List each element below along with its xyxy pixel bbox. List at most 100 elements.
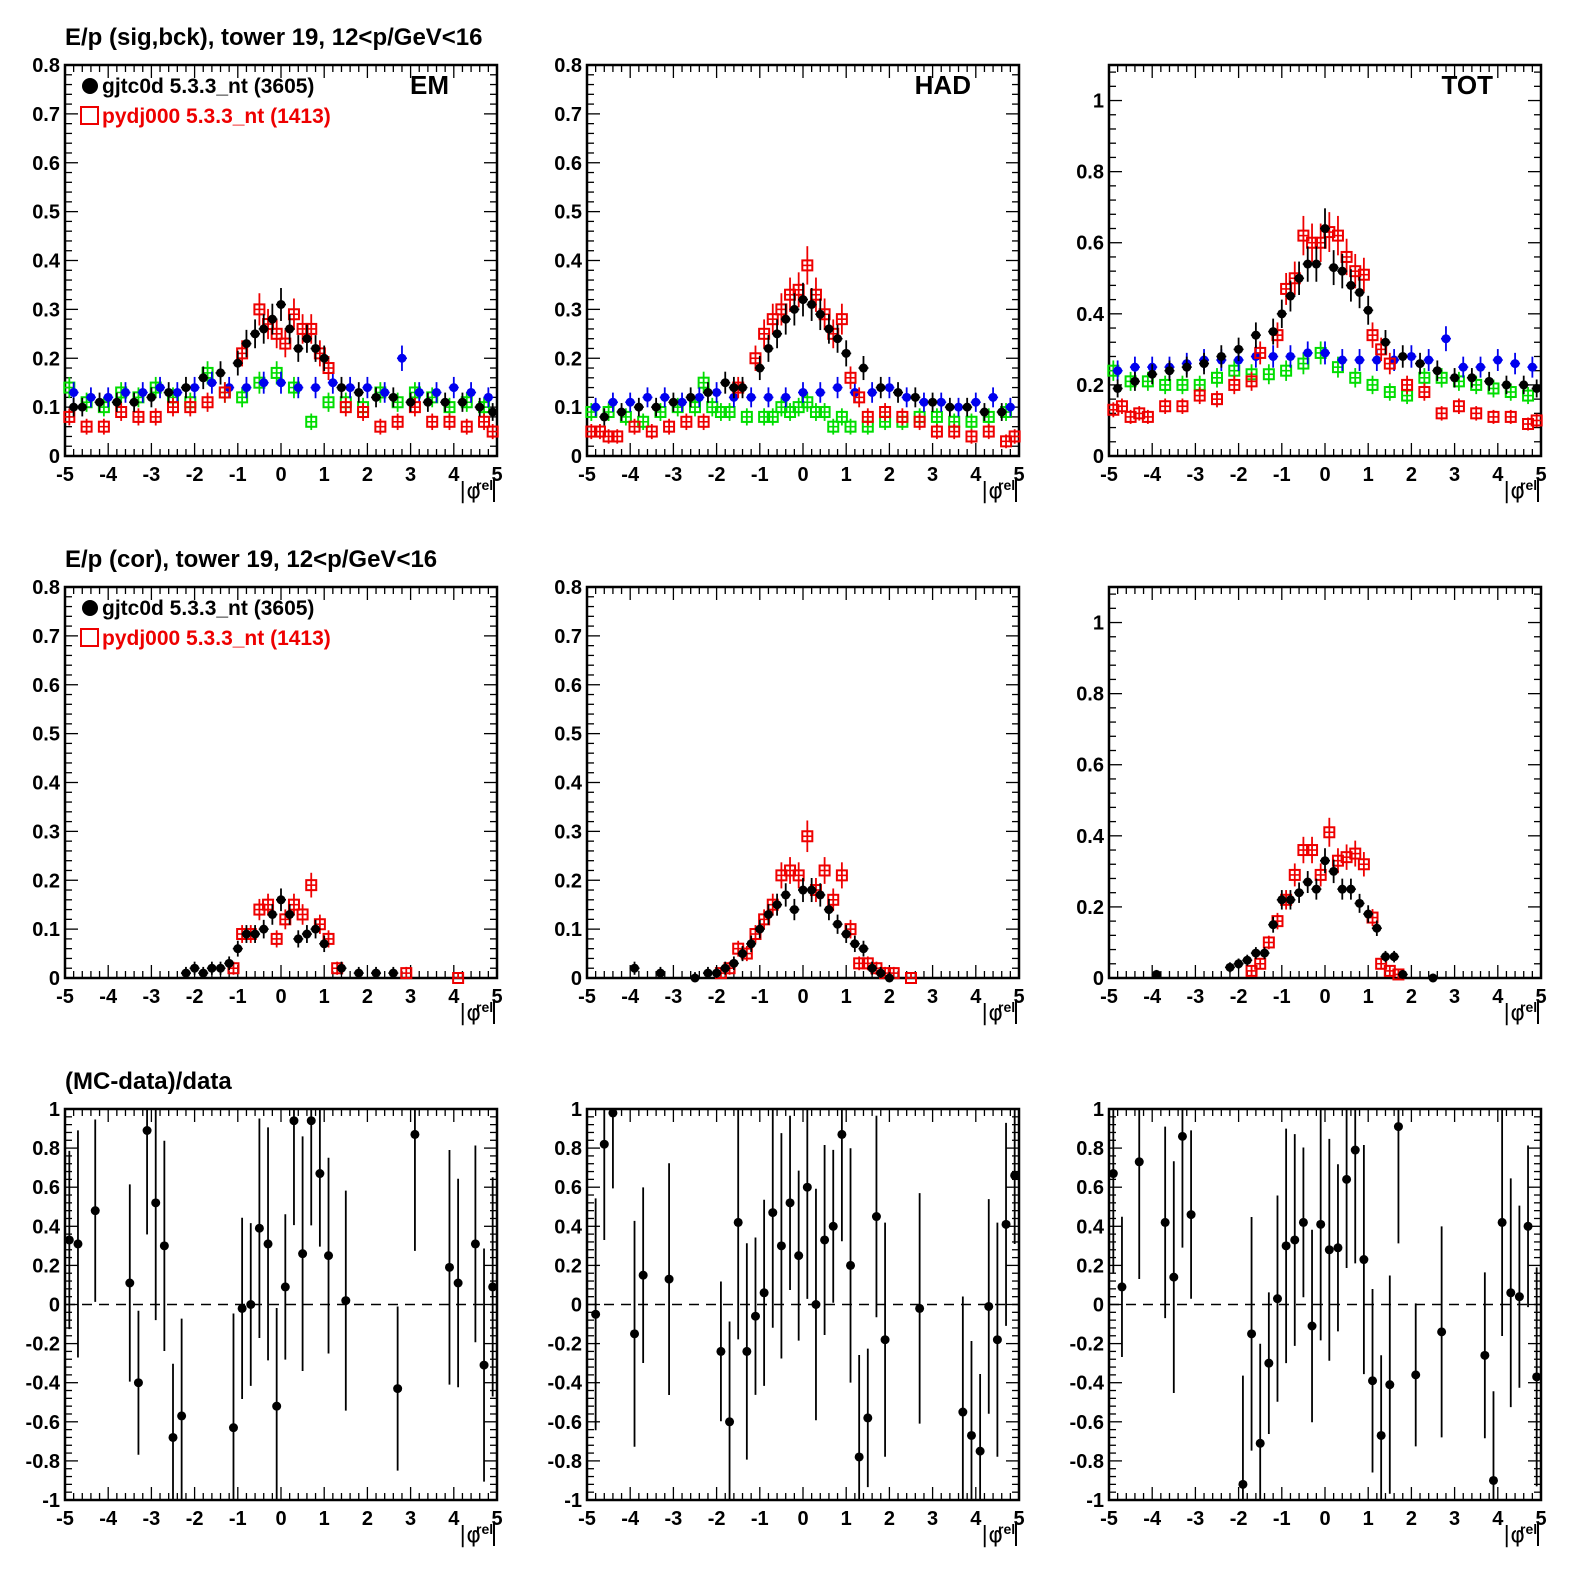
data-point — [1350, 1145, 1360, 1155]
data-point — [1376, 1430, 1386, 1440]
data-point — [965, 430, 978, 443]
data-point — [1268, 327, 1278, 337]
data-point — [64, 1235, 74, 1245]
data-point — [276, 895, 286, 905]
data-point — [190, 383, 200, 393]
legend-mc-label: pydj000 5.3.3_nt (1413) — [102, 627, 331, 650]
data-point — [824, 905, 834, 915]
data-point — [1254, 346, 1267, 359]
data-point — [1010, 1170, 1020, 1180]
data-point — [388, 968, 398, 978]
data-point — [1368, 1376, 1378, 1386]
series-1 — [63, 293, 499, 440]
x-tick-label: -5 — [578, 464, 596, 486]
x-tick-label: 3 — [927, 986, 938, 1008]
legend-mc-marker — [80, 628, 99, 647]
data-point — [599, 1139, 609, 1149]
data-point — [835, 410, 848, 423]
data-point — [1234, 344, 1244, 354]
y-tick-label: 0.2 — [1076, 897, 1104, 919]
data-point — [1268, 351, 1278, 361]
x-tick-label: 2 — [1406, 464, 1417, 486]
x-axis-label-sup: rel — [476, 477, 493, 493]
y-tick-label: -0.4 — [1070, 1373, 1105, 1395]
data-point — [1424, 355, 1434, 365]
data-point — [664, 1274, 674, 1284]
data-point — [177, 1411, 187, 1421]
data-point — [824, 324, 834, 334]
data-point — [768, 1208, 778, 1218]
x-tick-label: -4 — [621, 986, 640, 1008]
y-tick-label: 0.6 — [1076, 1177, 1104, 1199]
data-point — [945, 402, 955, 412]
y-tick-label: 0 — [571, 446, 582, 468]
data-point — [1245, 964, 1258, 977]
panel-row1-HAD: 0 0.1 0.2 0.3 0.4 0.5 0.6 0.7 0.8 -5 -4 -3 -2 -1 0 1 2 3 4… — [554, 55, 1024, 504]
data-point — [73, 1239, 83, 1249]
data-point — [133, 1378, 143, 1388]
data-point — [1406, 351, 1416, 361]
y-tick-label: 0.1 — [554, 397, 582, 419]
x-tick-label: -1 — [751, 464, 769, 486]
x-tick-label: -3 — [665, 986, 683, 1008]
x-tick-label: -3 — [665, 464, 683, 486]
data-point — [393, 1384, 403, 1394]
data-point — [228, 1423, 238, 1433]
data-point — [801, 830, 814, 843]
data-point — [841, 929, 851, 939]
y-tick-label: 0.5 — [554, 724, 582, 746]
y-tick-label: 0.2 — [32, 870, 60, 892]
x-tick-label: 5 — [1013, 464, 1024, 486]
data-point — [285, 909, 295, 919]
legend-row1: gjtc0d 5.3.3_nt (3605) pydj000 5.3.3_nt … — [80, 75, 331, 128]
y-tick-label: -0.8 — [1070, 1451, 1104, 1473]
data-point — [716, 1346, 726, 1356]
data-point — [763, 343, 773, 353]
plot-frame — [585, 1107, 1021, 1502]
data-point — [811, 1300, 821, 1309]
data-point — [276, 299, 286, 309]
data-point — [400, 967, 413, 980]
series-0 — [68, 288, 498, 421]
data-point — [449, 383, 459, 393]
data-point — [432, 387, 442, 397]
panel-tag: TOT — [1441, 70, 1493, 100]
data-point — [608, 397, 618, 407]
data-point — [720, 378, 730, 388]
y-tick-label: 0.2 — [1076, 1255, 1104, 1277]
x-tick-label: -2 — [708, 1508, 726, 1530]
x-tick-label: -5 — [56, 1508, 74, 1530]
data-point — [1320, 348, 1330, 358]
data-point — [965, 415, 978, 428]
data-point — [833, 383, 843, 393]
data-point — [867, 963, 877, 973]
data-point — [1124, 410, 1137, 423]
plot-grid: 0 0.1 0.2 0.3 0.4 0.5 0.6 0.7 0.8 -5 -4 -3 -2 -1 0 1 2 3 4… — [26, 55, 1547, 1548]
data-point — [1501, 380, 1511, 390]
data-point — [125, 1278, 135, 1288]
data-point — [1349, 847, 1362, 860]
x-tick-label: 4 — [1492, 464, 1504, 486]
data-point — [1329, 263, 1339, 273]
data-point — [1288, 868, 1301, 881]
data-point — [1297, 229, 1310, 242]
data-point — [1247, 1329, 1257, 1339]
data-point — [853, 391, 866, 404]
data-point — [1251, 330, 1261, 340]
data-point — [930, 425, 943, 438]
y-tick-label: 0.8 — [554, 1138, 582, 1160]
data-point — [833, 334, 843, 344]
data-point — [820, 1235, 830, 1245]
x-tick-label: -3 — [143, 986, 161, 1008]
series-1 — [1107, 212, 1543, 431]
data-point — [902, 392, 912, 402]
x-tick-label: 1 — [319, 986, 330, 1008]
x-tick-label: -1 — [751, 1508, 769, 1530]
data-point — [755, 924, 765, 934]
data-point — [233, 358, 243, 368]
data-point — [1346, 280, 1356, 290]
data-point — [138, 387, 148, 397]
data-point — [1346, 884, 1356, 894]
data-point — [311, 924, 321, 934]
